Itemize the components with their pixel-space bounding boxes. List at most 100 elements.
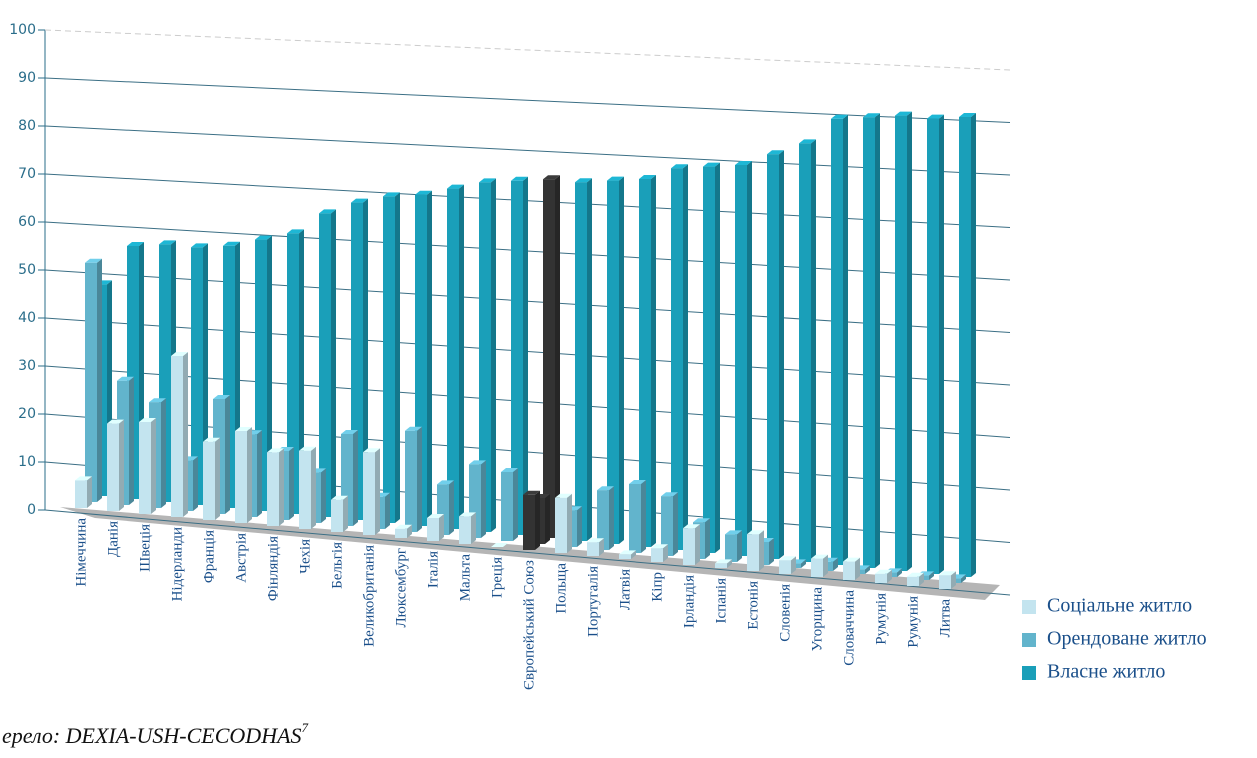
bar: [661, 496, 673, 556]
bar-top: [639, 175, 656, 179]
x-tick-label: Іспанія: [713, 578, 729, 624]
bar-side: [183, 352, 188, 517]
bar-top: [351, 198, 368, 203]
bar-side: [737, 530, 742, 562]
bar-side: [97, 258, 102, 502]
bar: [875, 573, 887, 583]
bar-side: [715, 162, 720, 553]
bar-side: [343, 495, 348, 532]
bar-top: [85, 258, 102, 263]
bar-side: [811, 139, 816, 562]
bar-top: [341, 430, 358, 434]
x-tick-label: Чехія: [297, 539, 313, 574]
bar-side: [631, 550, 636, 559]
bar-side: [897, 568, 902, 577]
y-tick-label: 10: [18, 454, 36, 470]
grid-line: [44, 77, 1011, 123]
bar: [75, 480, 87, 508]
bar-side: [225, 395, 230, 514]
x-tick-label: Великобританія: [361, 545, 377, 647]
bar: [459, 516, 471, 544]
bar-top: [191, 243, 208, 248]
bar-top: [629, 480, 646, 484]
bar: [629, 484, 641, 553]
bar-top: [395, 524, 412, 529]
x-tick-label: Угорщина: [809, 587, 825, 652]
x-tick-label: Греція: [489, 557, 505, 598]
bar-top: [159, 240, 176, 245]
bar-side: [961, 574, 966, 583]
bar-side: [779, 150, 784, 559]
bar: [927, 118, 939, 574]
bar-side: [599, 538, 604, 556]
bar-side: [385, 492, 390, 529]
x-tick-label: Словаччина: [841, 590, 857, 666]
bar-top: [779, 556, 796, 561]
bar-side: [119, 419, 124, 511]
x-tick-label: Нідерланди: [169, 527, 185, 601]
bar-top: [459, 512, 476, 517]
bar: [779, 560, 791, 574]
bar: [811, 558, 823, 577]
bar-side: [353, 430, 358, 526]
bar-side: [727, 559, 732, 568]
bar-top: [959, 113, 976, 117]
bar-top: [117, 376, 134, 381]
bar: [587, 542, 599, 556]
bar-side: [513, 468, 518, 541]
bar-side: [695, 524, 700, 565]
bar-side: [279, 448, 284, 526]
bar: [725, 534, 737, 562]
bar-side: [439, 514, 444, 541]
bar-top: [523, 490, 540, 495]
bar: [843, 561, 855, 580]
bar-top: [735, 161, 752, 165]
bar-top: [235, 427, 252, 431]
legend-label: Власне житло: [1047, 661, 1165, 683]
bar-top: [543, 175, 560, 180]
bar-side: [747, 161, 752, 556]
bar: [959, 117, 971, 577]
bar: [383, 196, 395, 523]
bar-side: [577, 506, 582, 547]
bar-side: [907, 111, 912, 571]
bar-side: [609, 486, 614, 550]
bar: [543, 179, 555, 538]
bar-side: [843, 114, 848, 566]
bar-side: [247, 427, 252, 523]
bar: [171, 356, 183, 517]
bar-top: [447, 184, 464, 189]
bar-side: [663, 544, 668, 562]
bar-top: [683, 524, 700, 529]
bar-top: [799, 139, 816, 144]
x-tick-label: Латвія: [617, 569, 633, 610]
bar-side: [939, 114, 944, 574]
bar-top: [597, 486, 614, 491]
bar-side: [363, 198, 368, 520]
bar-side: [971, 113, 976, 577]
x-tick-label: Румунія: [873, 593, 889, 645]
bar-side: [267, 235, 272, 511]
bar: [427, 518, 439, 541]
bar-top: [907, 572, 924, 577]
bar: [735, 165, 747, 556]
bar-top: [287, 229, 304, 234]
bar-side: [417, 426, 422, 532]
bar-top: [619, 550, 636, 555]
bar-side: [407, 524, 412, 538]
bar-top: [651, 544, 668, 549]
bar: [767, 154, 779, 559]
bar-top: [843, 557, 860, 562]
bar: [479, 182, 491, 532]
bar-top: [139, 418, 156, 422]
bar-top: [149, 398, 166, 403]
bar: [895, 115, 907, 571]
bar-side: [875, 113, 880, 568]
bar-side: [151, 418, 156, 514]
x-tick-label: Люксембург: [393, 548, 409, 628]
bar-side: [299, 229, 304, 514]
bar-top: [383, 192, 400, 197]
bar-side: [523, 176, 528, 536]
bar-side: [587, 178, 592, 541]
bar-top: [831, 114, 848, 119]
